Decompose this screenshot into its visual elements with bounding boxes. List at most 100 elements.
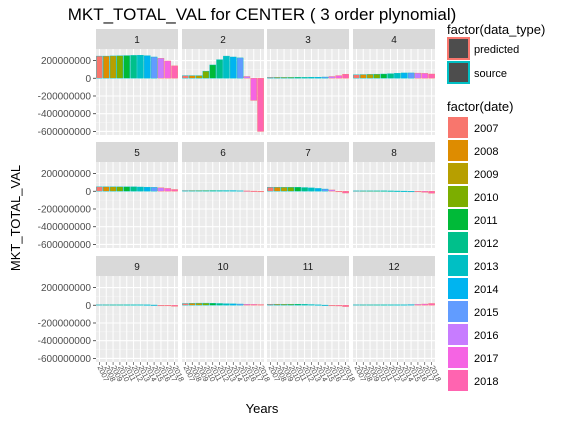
facet-strip-label: 4	[391, 35, 397, 46]
bar-2018	[171, 305, 178, 307]
bar-2008	[188, 190, 196, 192]
legend-label-2015: 2015	[474, 307, 498, 319]
legend-label-source: source	[474, 68, 507, 80]
y-tick-label: -600000000	[38, 354, 92, 365]
bar-2016	[414, 191, 422, 193]
bar-2008	[359, 74, 367, 79]
bar-2013	[394, 73, 401, 79]
y-tick-label: 0	[85, 187, 91, 198]
facet-panel-3: 3	[267, 29, 349, 135]
bar-2014	[229, 56, 237, 79]
bar-2015	[321, 304, 329, 306]
bar-2011	[294, 304, 302, 306]
bar-2007	[182, 75, 189, 79]
y-tick-label: -400000000	[38, 336, 92, 347]
bar-2012	[301, 187, 308, 192]
facet-strip-label: 2	[220, 35, 226, 46]
bar-2013	[223, 190, 230, 192]
facet-strip	[267, 142, 349, 162]
bar-2007	[267, 303, 274, 306]
facet-strip-label: 11	[303, 262, 314, 273]
bar-2016	[243, 76, 251, 79]
bar-2016	[328, 189, 336, 192]
facet-panel-2: 2	[182, 29, 264, 135]
facet-strip	[353, 256, 435, 276]
legend-label-2009: 2009	[474, 169, 498, 181]
bar-2015	[236, 57, 244, 79]
bar-2013	[308, 304, 315, 306]
bar-2013	[223, 303, 230, 306]
bar-2010	[202, 70, 210, 79]
bar-2008	[273, 77, 281, 79]
bar-2018	[342, 305, 349, 307]
bar-2014	[143, 55, 151, 79]
bar-2018	[171, 65, 178, 79]
bar-2007	[353, 304, 360, 306]
panel-background	[96, 49, 178, 135]
bar-2018	[428, 73, 435, 79]
legend-label-2017: 2017	[474, 353, 498, 365]
chart-title: MKT_TOTAL_VAL for CENTER ( 3 order plyno…	[68, 5, 457, 24]
facet-panel-7: 7	[267, 142, 349, 248]
bar-2014	[314, 188, 322, 192]
y-tick-label: 0	[85, 301, 91, 312]
legend-date-title: factor(date)	[447, 99, 513, 114]
facet-panel-12: 12	[353, 256, 435, 362]
bar-2010	[287, 187, 295, 192]
legend-key-2012	[448, 232, 468, 253]
legend-key-2014	[448, 278, 468, 299]
legend-label-2018: 2018	[474, 376, 498, 388]
bar-2008	[188, 303, 196, 306]
y-tick-label: 200000000	[41, 283, 91, 294]
facet-panel-6: 6	[182, 142, 264, 248]
panel-background	[353, 49, 435, 135]
facet-strip	[96, 142, 178, 162]
facet-strip-label: 1	[134, 35, 140, 46]
bar-2010	[373, 73, 381, 79]
bar-2016	[414, 72, 422, 79]
bar-2017	[250, 190, 258, 192]
bar-2010	[373, 190, 381, 192]
facet-strip-label: 8	[391, 148, 397, 159]
bar-2014	[314, 76, 322, 79]
bar-2015	[150, 56, 158, 79]
bar-2011	[123, 55, 131, 79]
bar-2015	[407, 72, 415, 79]
bar-2015	[236, 190, 244, 192]
bar-2012	[301, 304, 308, 306]
legend-key-2010	[448, 186, 468, 207]
bar-2010	[202, 190, 210, 192]
bar-2007	[96, 186, 103, 192]
bar-2012	[387, 304, 394, 306]
facet-panel-1: 1	[96, 29, 178, 135]
bar-2017	[421, 303, 429, 306]
bar-2009	[109, 186, 117, 192]
legend-type-title: factor(data_type)	[447, 22, 545, 37]
bar-2016	[243, 190, 251, 192]
legend-date-items: 2007 2008 2009 2010 2011 2012 2013 2014 2015 2016…	[448, 117, 498, 391]
legend-key-2018	[448, 370, 468, 391]
bar-2018	[171, 189, 178, 192]
panel-background	[182, 276, 264, 362]
bar-2018	[257, 304, 264, 306]
bar-2012	[387, 73, 394, 79]
bar-2013	[394, 304, 401, 306]
y-tick-label: -400000000	[38, 109, 92, 120]
bar-2013	[394, 190, 401, 192]
panel-background	[96, 276, 178, 362]
y-tick-label: -200000000	[38, 91, 92, 102]
legend-label-2016: 2016	[474, 330, 498, 342]
bar-2016	[328, 76, 336, 79]
panel-background	[182, 162, 264, 248]
bar-2012	[130, 304, 137, 306]
bar-2017	[335, 191, 343, 193]
bar-2010	[116, 186, 124, 192]
bar-2018	[428, 303, 435, 306]
bar-2011	[380, 304, 388, 306]
bar-2009	[280, 303, 288, 306]
bar-2013	[137, 186, 144, 192]
facet-strip-label: 5	[134, 148, 140, 159]
bar-2016	[157, 187, 165, 192]
y-tick-label: -200000000	[38, 318, 92, 329]
facet-strip	[353, 142, 435, 162]
